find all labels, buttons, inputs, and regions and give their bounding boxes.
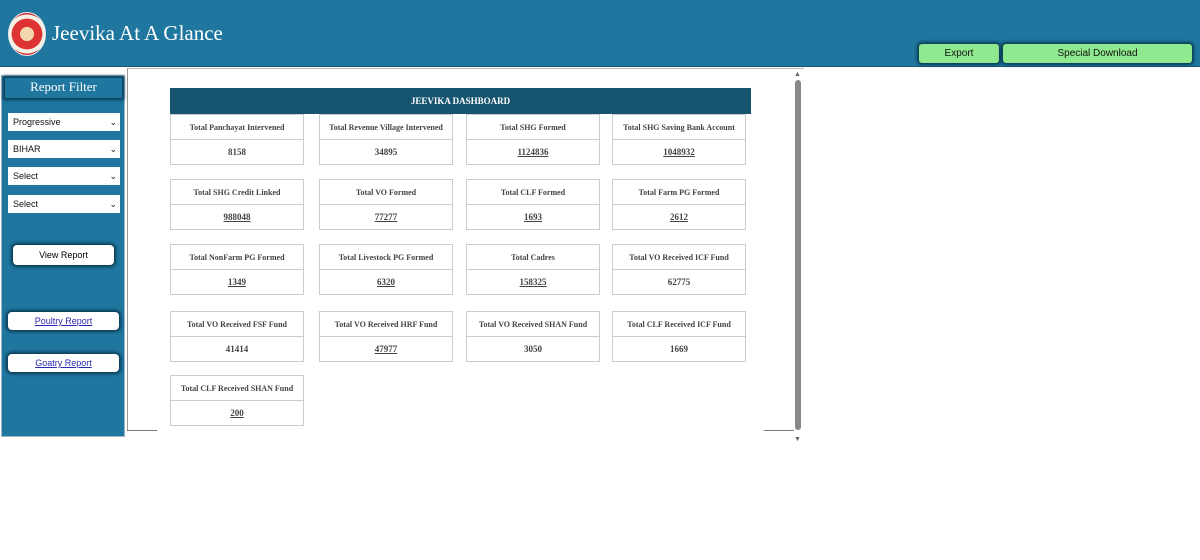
header: Jeevika At A Glance Export Special Downl…: [0, 0, 1200, 67]
stat-value: 8158: [228, 147, 246, 157]
stat-label: Total VO Received FSF Fund: [171, 312, 303, 337]
stat-label: Total Livestock PG Formed: [320, 245, 452, 270]
report-filter-sidebar: Report Filter Progressive ⌄ BIHAR ⌄ Select…: [1, 75, 125, 437]
stat-value: 41414: [225, 344, 249, 354]
report-type-select[interactable]: Progressive ⌄: [8, 113, 120, 131]
chevron-down-icon: ⌄: [109, 171, 117, 181]
scroll-down-icon[interactable]: ▼: [794, 435, 801, 443]
divider: [764, 430, 794, 431]
stat-value[interactable]: 200: [230, 408, 244, 418]
stat-label: Total SHG Saving Bank Account: [613, 115, 745, 140]
stat-value[interactable]: 1124836: [517, 147, 549, 157]
stat-value[interactable]: 2612: [670, 212, 688, 222]
stat-value[interactable]: 77277: [374, 212, 398, 222]
divider: [127, 430, 157, 431]
stat-label: Total SHG Credit Linked: [171, 180, 303, 205]
stat-label: Total VO Received ICF Fund: [613, 245, 745, 270]
scroll-up-icon[interactable]: ▲: [794, 70, 801, 78]
select-value: BIHAR: [13, 144, 41, 154]
select-value: Select: [13, 171, 39, 181]
select-value: Select: [13, 199, 39, 209]
stat-card: Total SHG Credit Linked 988048: [170, 179, 304, 230]
stat-card: Total Panchayat Intervened 8158: [170, 114, 304, 165]
goatry-report-link[interactable]: Goatry Report: [8, 354, 119, 372]
stat-card: Total CLF Formed 1693: [466, 179, 600, 230]
stat-label: Total Revenue Village Intervened: [320, 115, 452, 140]
stat-value[interactable]: 1349: [228, 277, 246, 287]
app-title: Jeevika At A Glance: [52, 21, 223, 45]
stat-label: Total SHG Formed: [467, 115, 599, 140]
chevron-down-icon: ⌄: [109, 117, 117, 127]
stat-label: Total Farm PG Formed: [613, 180, 745, 205]
block-select[interactable]: Select ⌄: [8, 195, 120, 213]
chevron-down-icon: ⌄: [109, 144, 117, 154]
stat-card: Total VO Received FSF Fund 41414: [170, 311, 304, 362]
select-value: Progressive: [13, 117, 61, 127]
stat-card: Total VO Formed 77277: [319, 179, 453, 230]
stat-value[interactable]: 47977: [374, 344, 398, 354]
scrollbar-thumb[interactable]: [795, 80, 801, 430]
stat-card: Total NonFarm PG Formed 1349: [170, 244, 304, 295]
stat-card: Total SHG Saving Bank Account 1048932: [612, 114, 746, 165]
stat-value[interactable]: 1048932: [663, 147, 695, 157]
stat-card: Total SHG Formed 1124836: [466, 114, 600, 165]
stat-card: Total VO Received HRF Fund 47977: [319, 311, 453, 362]
stat-label: Total Cadres: [467, 245, 599, 270]
state-select[interactable]: BIHAR ⌄: [8, 140, 120, 158]
stat-label: Total VO Received SHAN Fund: [467, 312, 599, 337]
stat-card: Total CLF Received SHAN Fund 200: [170, 375, 304, 426]
stat-label: Total CLF Formed: [467, 180, 599, 205]
stat-value: 34895: [374, 147, 398, 157]
stat-card: Total Livestock PG Formed 6320: [319, 244, 453, 295]
stat-value[interactable]: 988048: [223, 212, 251, 222]
stat-label: Total Panchayat Intervened: [171, 115, 303, 140]
stat-value[interactable]: 6320: [377, 277, 395, 287]
stat-label: Total CLF Received SHAN Fund: [171, 376, 303, 401]
stat-value[interactable]: 1693: [524, 212, 542, 222]
stat-value: 62775: [667, 277, 691, 287]
stat-card: Total Cadres 158325: [466, 244, 600, 295]
stat-label: Total CLF Received ICF Fund: [613, 312, 745, 337]
view-report-button[interactable]: View Report: [13, 245, 114, 265]
export-button[interactable]: Export: [919, 44, 999, 63]
stat-label: Total NonFarm PG Formed: [171, 245, 303, 270]
district-select[interactable]: Select ⌄: [8, 167, 120, 185]
jeevika-logo: [8, 12, 46, 56]
stat-value: 1669: [670, 344, 688, 354]
stat-label: Total VO Formed: [320, 180, 452, 205]
stat-card: Total CLF Received ICF Fund 1669: [612, 311, 746, 362]
stat-card: Total VO Received SHAN Fund 3050: [466, 311, 600, 362]
poultry-report-link[interactable]: Poultry Report: [8, 312, 119, 330]
report-filter-title: Report Filter: [5, 78, 122, 98]
stat-label: Total VO Received HRF Fund: [320, 312, 452, 337]
stat-card: Total Farm PG Formed 2612: [612, 179, 746, 230]
chevron-down-icon: ⌄: [109, 199, 117, 209]
stat-value[interactable]: 158325: [519, 277, 547, 287]
dashboard-panel: [127, 68, 804, 431]
stat-card: Total Revenue Village Intervened 34895: [319, 114, 453, 165]
stat-value: 3050: [524, 344, 542, 354]
vertical-scrollbar[interactable]: ▲ ▼: [793, 70, 803, 445]
stat-card: Total VO Received ICF Fund 62775: [612, 244, 746, 295]
special-download-button[interactable]: Special Download: [1003, 44, 1192, 63]
dashboard-title: JEEVIKA DASHBOARD: [170, 88, 751, 114]
